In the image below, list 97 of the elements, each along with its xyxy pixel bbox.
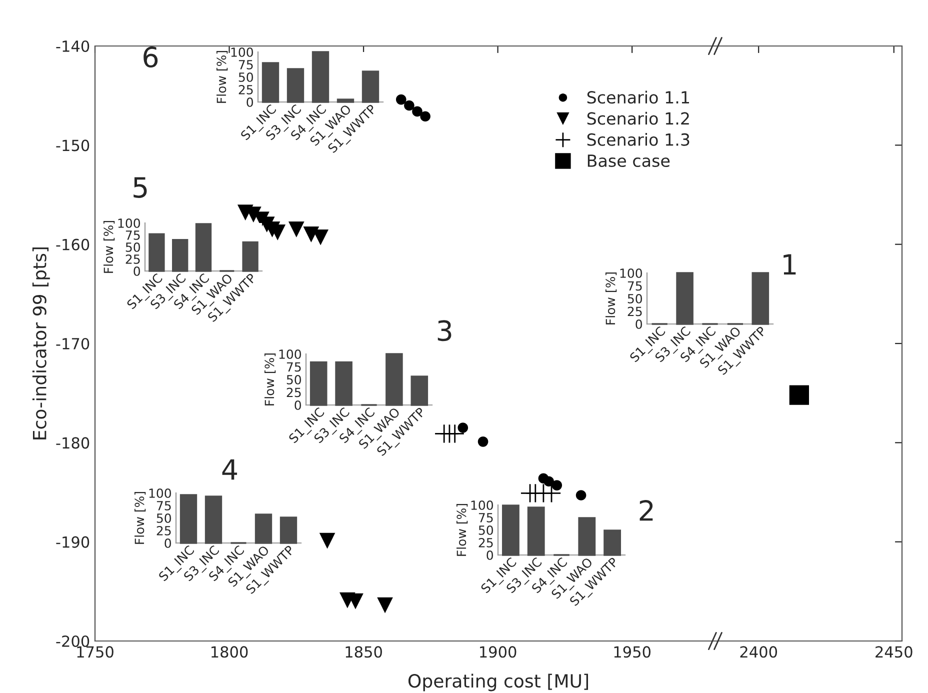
bar [254, 514, 272, 544]
y-tick-label: 75 [286, 362, 301, 372]
legend-label: Scenario 1.2 [587, 112, 689, 125]
bar [310, 361, 328, 406]
x-tick-label: 2400 [740, 646, 778, 658]
bar [578, 517, 596, 556]
point [458, 422, 468, 433]
y-tick-label: 50 [286, 374, 302, 384]
x-tick-label: 1950 [614, 646, 650, 658]
y-tick-label: 50 [628, 294, 642, 304]
bar [502, 504, 520, 556]
x-tick-label: 1750 [77, 646, 114, 658]
x-tick-label: 1850 [346, 646, 382, 658]
y-axis-title: Flow [%] [134, 492, 146, 544]
x-tick-label: 1800 [212, 646, 248, 658]
y-tick-label: -200 [56, 635, 90, 648]
y-tick-label: 25 [478, 538, 493, 548]
y-axis-title: Flow [%] [264, 354, 276, 406]
bar [527, 506, 545, 556]
bar [242, 241, 258, 272]
point [377, 597, 393, 614]
y-tick-label: 100 [231, 47, 254, 57]
y-tick-label: 75 [478, 513, 493, 522]
y-tick-label: 0 [636, 319, 642, 329]
y-tick-label: -160 [56, 238, 90, 250]
y-axis-title: Eco-indicator 99 [pts] [32, 247, 50, 440]
bar [286, 68, 304, 103]
bar [386, 353, 403, 406]
bar [262, 62, 280, 103]
y-axis-title: Flow [%] [103, 221, 115, 273]
y-axis-title: Flow [%] [216, 51, 228, 103]
point [478, 436, 488, 447]
bar [180, 494, 198, 544]
point [544, 476, 554, 486]
legend-label: Scenario 1.1 [587, 90, 689, 104]
point [445, 424, 465, 444]
y-tick-label: 25 [628, 306, 642, 316]
y-tick-label: 100 [149, 488, 172, 498]
x-tick-label: 1900 [480, 646, 516, 658]
y-tick-label: 75 [628, 281, 642, 291]
bar [335, 361, 352, 406]
annotation: 2 [640, 500, 653, 521]
point [288, 222, 304, 238]
y-tick-label: 25 [126, 254, 140, 264]
y-tick-label: 100 [118, 218, 140, 228]
y-tick-label: 0 [246, 97, 254, 107]
y-tick-label: 100 [279, 349, 302, 359]
point [552, 480, 562, 490]
y-tick-label: 50 [126, 242, 140, 252]
bar [604, 530, 622, 556]
y-tick-label: 0 [164, 538, 172, 548]
annotation: 3 [438, 320, 452, 342]
y-tick-label: 75 [238, 60, 253, 70]
point [396, 94, 406, 105]
y-tick-label: -150 [56, 140, 90, 152]
legend-label: Base case [588, 154, 670, 168]
y-tick-label: 25 [238, 84, 253, 94]
y-tick-label: 0 [134, 266, 140, 276]
annotation: 4 [222, 459, 238, 480]
y-tick-label: 75 [156, 501, 171, 510]
bar [148, 233, 165, 272]
y-tick-label: -140 [56, 40, 90, 52]
bar [280, 516, 298, 544]
y-tick-label: 25 [286, 388, 301, 398]
y-tick-label: 50 [478, 525, 494, 535]
y-tick-label: 100 [620, 268, 642, 278]
point [404, 100, 414, 111]
bar [204, 496, 222, 544]
y-axis-title: Flow [%] [605, 272, 617, 324]
point [303, 226, 320, 242]
annotation: 5 [134, 177, 147, 198]
legend-label: Scenario 1.3 [587, 133, 690, 146]
bar [336, 98, 354, 103]
bar [362, 70, 380, 103]
y-tick-label: 75 [126, 230, 140, 240]
y-tick-label: 100 [471, 500, 494, 510]
y-tick-label: 0 [294, 400, 302, 410]
x-axis-title: Operating cost [MU] [408, 674, 588, 692]
point [576, 490, 586, 500]
y-tick-label: -190 [56, 536, 90, 548]
y-tick-label: -180 [56, 437, 90, 449]
point [412, 106, 422, 117]
bar [312, 51, 330, 103]
y-tick-label: -170 [56, 338, 90, 350]
y-tick-label: 25 [156, 526, 171, 536]
point [420, 111, 430, 122]
point [319, 532, 336, 549]
y-axis-title: Flow [%] [456, 504, 468, 556]
y-tick-label: 50 [156, 513, 172, 523]
y-tick-label: 50 [238, 72, 254, 82]
annotation: 1 [784, 254, 796, 275]
bar [172, 238, 188, 272]
annotation: 6 [144, 46, 158, 68]
bar [410, 376, 428, 406]
x-tick-label: 2450 [876, 646, 912, 658]
bar [195, 223, 212, 272]
y-tick-label: 0 [486, 550, 494, 560]
